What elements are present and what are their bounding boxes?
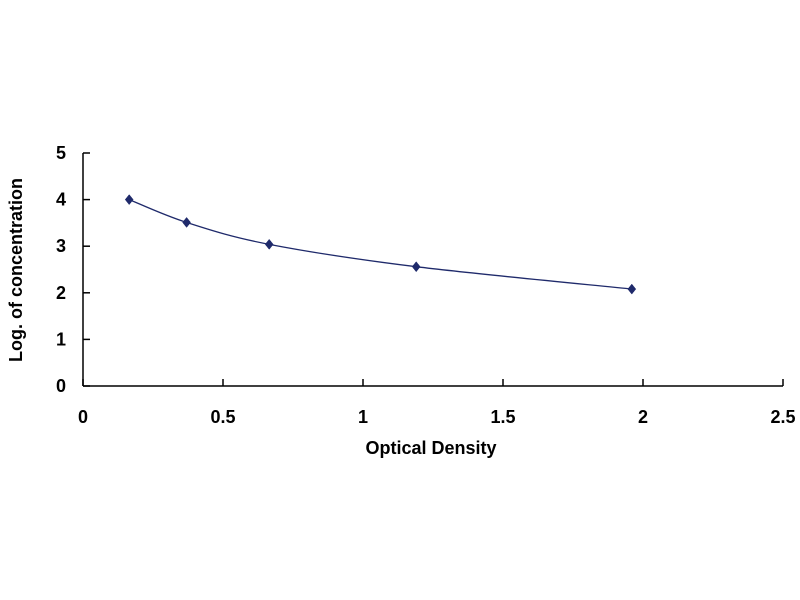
data-point-marker — [264, 238, 274, 250]
y-ticks: 0 1 2 3 4 5 — [56, 143, 90, 396]
y-tick-label: 1 — [56, 329, 66, 349]
y-tick-label: 4 — [56, 190, 66, 210]
data-point-marker — [627, 283, 637, 295]
y-tick-label: 3 — [56, 236, 66, 256]
x-tick-label: 1 — [358, 407, 368, 427]
y-tick-label: 5 — [56, 143, 66, 163]
series-layer — [124, 194, 637, 295]
x-tick-label: 2 — [638, 407, 648, 427]
data-point-marker — [411, 261, 421, 273]
data-point-marker — [124, 194, 134, 206]
x-tick-label: 1.5 — [490, 407, 515, 427]
y-tick-label: 0 — [56, 376, 66, 396]
data-point-marker — [182, 217, 191, 228]
fit-curve-line — [128, 198, 632, 290]
y-axis-title: Log. of concentration — [6, 178, 26, 362]
x-ticks: 0 0.5 1 1.5 2 2.5 — [78, 379, 796, 427]
x-axis-title: Optical Density — [365, 438, 496, 458]
axes — [82, 153, 783, 387]
x-tick-label: 0.5 — [210, 407, 235, 427]
x-tick-label: 0 — [78, 407, 88, 427]
x-tick-label: 2.5 — [770, 407, 795, 427]
y-tick-label: 2 — [56, 283, 66, 303]
